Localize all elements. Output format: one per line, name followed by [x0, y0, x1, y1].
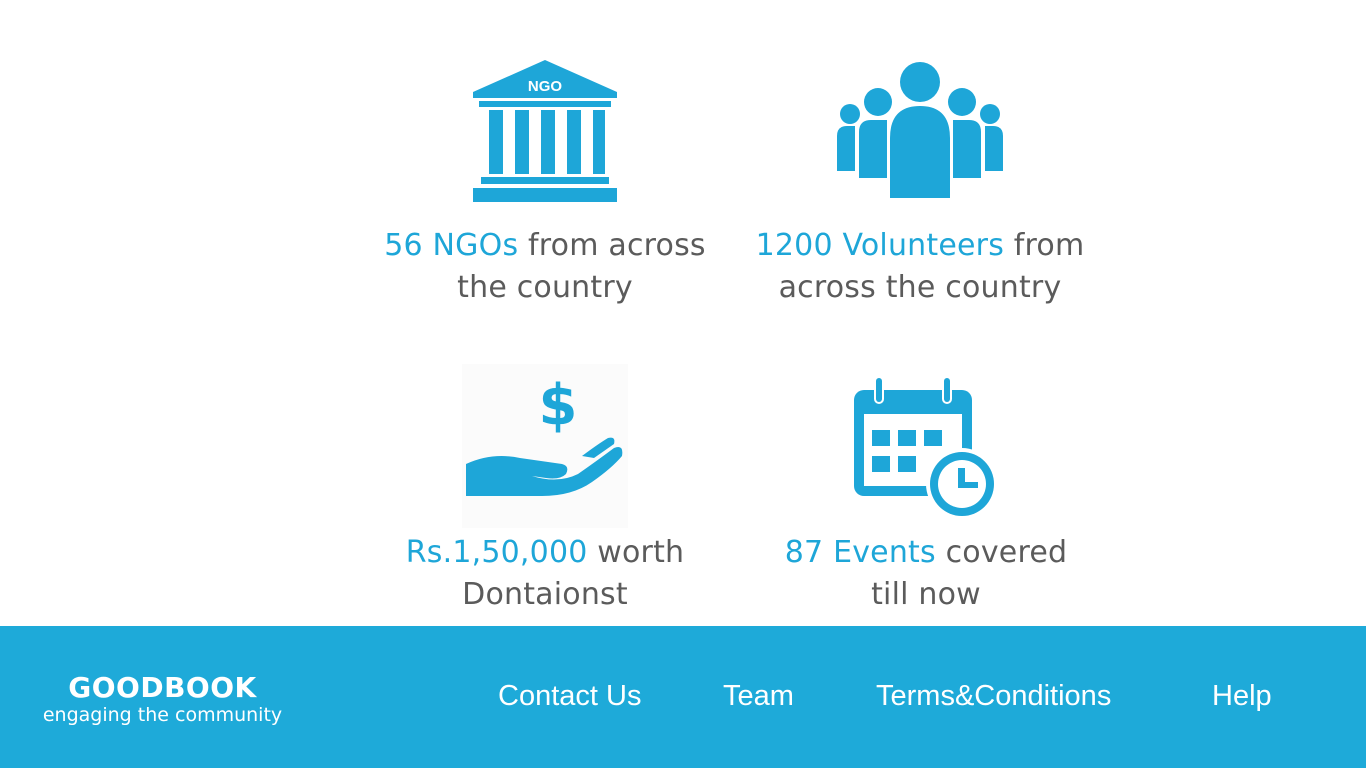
stat-text-line2: across the country — [778, 270, 1062, 305]
volunteers-group-icon — [835, 60, 1005, 200]
brand-tagline: engaging the community — [42, 704, 283, 726]
brand-name: GOODBOOK — [68, 671, 257, 704]
stat-donations: $ Rs.1,50,000 worth Dontaionst — [365, 0, 725, 626]
footer-link-help[interactable]: Help — [1212, 680, 1272, 712]
stat-volunteers: 1200 Volunteers from across the country — [740, 0, 1100, 320]
ngo-icon-label: NGO — [528, 78, 563, 95]
stat-caption: Rs.1,50,000 worth Dontaionst — [365, 532, 725, 616]
ngo-building-icon: NGO — [471, 58, 619, 204]
stat-highlight: 56 NGOs — [384, 228, 519, 263]
stat-text-line2: the country — [457, 270, 633, 305]
stat-text: covered — [935, 535, 1068, 570]
stat-caption: 1200 Volunteers from across the country — [740, 225, 1100, 309]
stat-events: 87 Events covered till now — [746, 0, 1106, 626]
stat-text: from across — [518, 228, 706, 263]
donation-hand-dollar-icon: $ — [462, 364, 628, 528]
stat-highlight: 1200 Volunteers — [755, 228, 1005, 263]
stat-text-line2: Dontaionst — [462, 577, 628, 612]
footer-link-contact-us[interactable]: Contact Us — [498, 680, 642, 712]
stat-text: from — [1004, 228, 1085, 263]
stat-caption: 56 NGOs from across the country — [365, 225, 725, 309]
footer: GOODBOOK engaging the community Contact … — [0, 626, 1366, 768]
dollar-sign: $ — [539, 373, 578, 438]
footer-link-team[interactable]: Team — [723, 680, 794, 712]
stat-caption: 87 Events covered till now — [746, 532, 1106, 616]
stat-highlight: Rs.1,50,000 — [405, 535, 588, 570]
calendar-clock-icon — [852, 374, 1000, 522]
stat-highlight: 87 Events — [784, 535, 936, 570]
stat-text: worth — [587, 535, 685, 570]
stat-text-line2: till now — [871, 577, 981, 612]
footer-link-terms-conditions[interactable]: Terms&Conditions — [876, 680, 1112, 712]
stat-ngos: NGO 56 NGOs from across the country — [365, 0, 725, 320]
brand[interactable]: GOODBOOK engaging the community — [40, 671, 285, 727]
